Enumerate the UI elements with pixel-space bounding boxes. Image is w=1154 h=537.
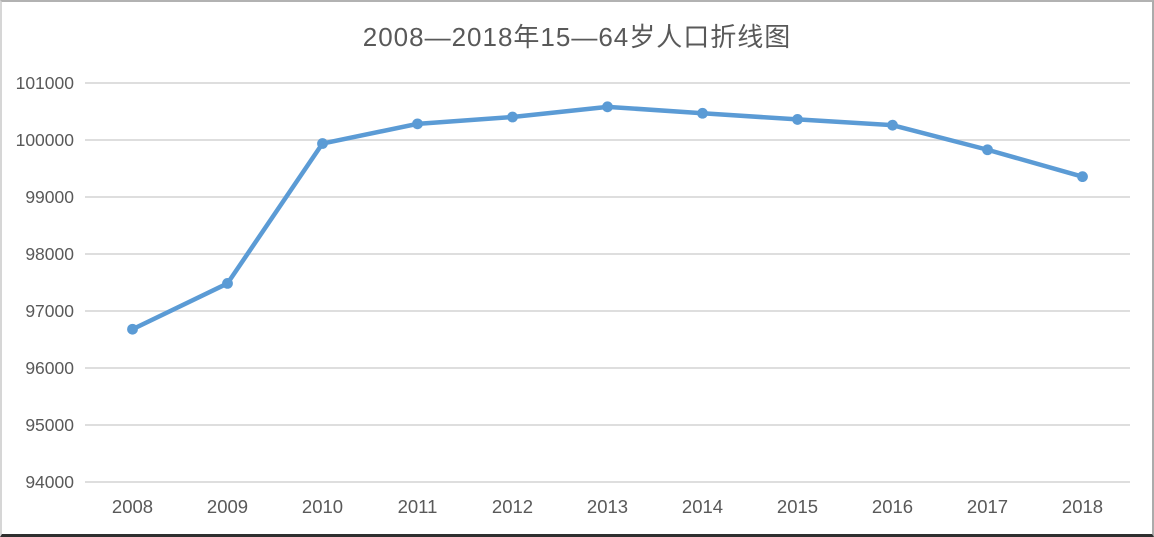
data-point <box>887 119 898 131</box>
x-axis-tick-label: 2018 <box>1062 496 1103 517</box>
x-axis-tick-label: 2016 <box>872 496 913 517</box>
y-axis-tick-label: 101000 <box>16 73 75 93</box>
x-axis-tick-label: 2011 <box>398 496 438 517</box>
y-axis-tick-label: 96000 <box>25 358 74 378</box>
x-axis-tick-label: 2012 <box>492 496 533 517</box>
data-point <box>792 114 803 125</box>
data-point <box>222 278 233 289</box>
x-axis-tick-label: 2014 <box>682 496 723 517</box>
data-point <box>412 118 423 130</box>
data-point <box>1077 171 1088 183</box>
y-axis-tick-label: 98000 <box>25 244 74 264</box>
data-point <box>697 107 708 119</box>
y-axis-tick-label: 95000 <box>25 415 74 435</box>
x-axis-tick-label: 2010 <box>302 496 343 517</box>
x-axis-tick-label: 2008 <box>112 496 153 517</box>
data-point <box>982 144 993 156</box>
data-point <box>317 138 328 149</box>
data-point <box>602 101 613 113</box>
data-point <box>127 323 138 335</box>
x-axis-tick-label: 2009 <box>207 496 248 517</box>
chart-title: 2008—2018年15—64岁人口折线图 <box>362 22 792 52</box>
y-axis-tick-label: 97000 <box>25 301 74 321</box>
x-axis-tick-label: 2015 <box>777 496 818 517</box>
y-axis-tick-label: 100000 <box>16 130 75 150</box>
x-axis-tick-label: 2017 <box>967 496 1008 517</box>
y-axis-tick-label: 94000 <box>25 472 74 492</box>
y-axis-tick-label: 99000 <box>25 187 74 207</box>
x-axis-tick-label: 2013 <box>587 496 628 517</box>
data-point <box>507 111 518 123</box>
